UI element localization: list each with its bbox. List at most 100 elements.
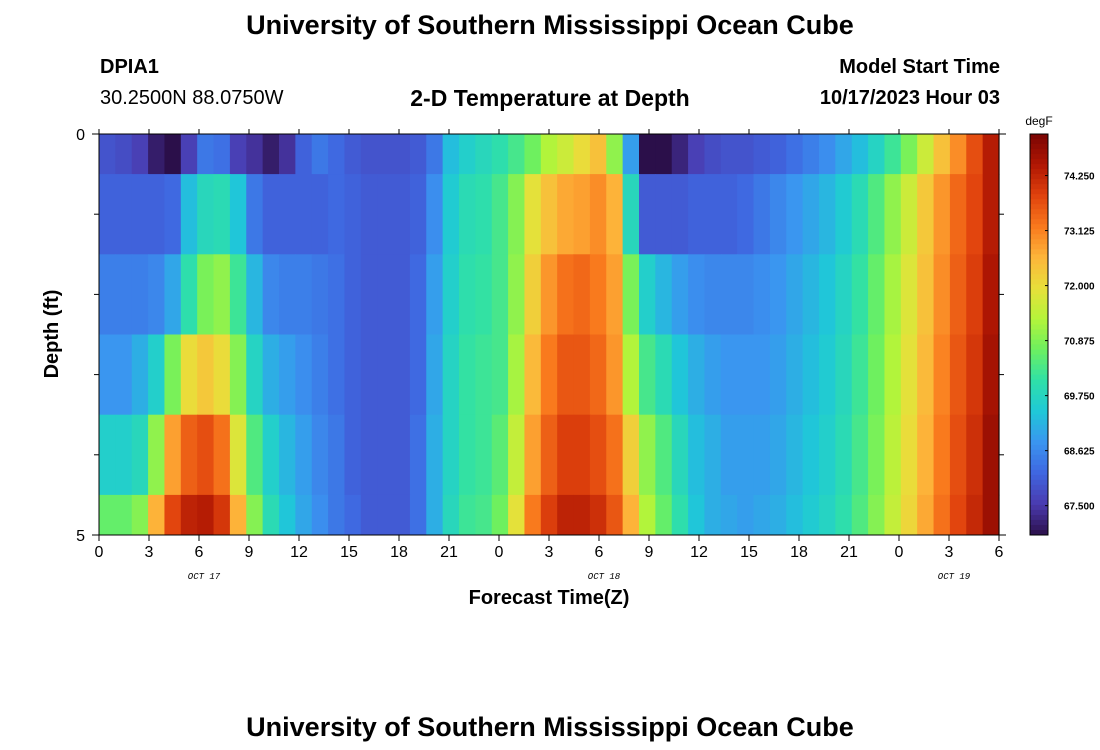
heatmap-cell — [262, 254, 280, 335]
heatmap-cell — [197, 494, 215, 536]
heatmap-cell — [295, 174, 313, 255]
colorbar-swatch — [1030, 209, 1048, 215]
colorbar-tick-label: 74.250 — [1064, 172, 1095, 183]
heatmap-cell — [475, 414, 493, 496]
y-tick-label: 0 — [76, 127, 85, 144]
colorbar-swatch — [1030, 224, 1048, 230]
colorbar-swatch — [1030, 294, 1048, 300]
heatmap-cell — [737, 494, 755, 536]
heatmap-cell — [884, 414, 902, 496]
heatmap-cell — [900, 174, 918, 255]
heatmap-cell — [279, 414, 296, 496]
colorbar-swatch — [1030, 404, 1048, 411]
heatmap-cell — [164, 334, 182, 416]
heatmap-cell — [949, 134, 967, 175]
colorbar-swatch — [1030, 214, 1048, 220]
model-start-value: 10/17/2023 Hour 03 — [819, 87, 1000, 109]
heatmap-cell — [819, 334, 836, 416]
colorbar-swatch — [1030, 474, 1048, 481]
heatmap-cell — [671, 254, 689, 335]
heatmap-cell — [377, 334, 395, 416]
colorbar-swatch — [1030, 149, 1048, 155]
heatmap-cell — [917, 254, 935, 335]
colorbar-swatch — [1030, 154, 1048, 160]
colorbar-swatch — [1030, 229, 1048, 235]
heatmap-cell — [786, 174, 804, 255]
heatmap-cell — [606, 334, 624, 416]
heatmap-cell — [377, 174, 395, 255]
heatmap-cell — [115, 174, 133, 255]
heatmap-cell — [769, 254, 787, 335]
heatmap-cell — [982, 414, 1000, 496]
colorbar-swatch — [1030, 179, 1048, 185]
heatmap-cell — [835, 134, 853, 175]
heatmap-cell — [524, 134, 542, 175]
heatmap-cell — [704, 174, 722, 255]
heatmap-cell — [982, 134, 1000, 175]
heatmap-cell — [589, 174, 607, 255]
heatmap-cell — [344, 134, 362, 175]
heatmap-cell — [655, 414, 673, 496]
heatmap-cell — [573, 494, 591, 536]
heatmap-cell — [148, 254, 166, 335]
heatmap-cell — [557, 134, 575, 175]
heatmap-cell — [524, 414, 542, 496]
colorbar-swatch — [1030, 484, 1048, 491]
heatmap-cell — [917, 414, 935, 496]
heatmap-cell — [491, 134, 509, 175]
heatmap-cell — [982, 494, 1000, 536]
x-tick-label: 18 — [790, 544, 808, 561]
colorbar-swatch — [1030, 314, 1048, 320]
heatmap-cell — [377, 494, 395, 536]
heatmap-cell — [213, 494, 231, 536]
heatmap-cell — [344, 414, 362, 496]
heatmap-cell — [426, 414, 444, 496]
heatmap-cell — [868, 254, 886, 335]
heatmap-cell — [688, 174, 706, 255]
heatmap-cell — [917, 174, 935, 255]
heatmap-cell — [671, 494, 689, 536]
heatmap-cell — [99, 494, 116, 536]
colorbar-swatch — [1030, 194, 1048, 200]
colorbar-swatch — [1030, 499, 1048, 506]
heatmap-cell — [115, 334, 133, 416]
heatmap-cell — [459, 494, 476, 536]
heatmap-cell — [508, 134, 526, 175]
heatmap-cell — [655, 334, 673, 416]
heatmap-cell — [639, 334, 656, 416]
heatmap-cell — [769, 134, 787, 175]
heatmap-cell — [786, 494, 804, 536]
x-tick-label: 21 — [840, 544, 858, 561]
colorbar-swatch — [1030, 444, 1048, 451]
heatmap-cell — [786, 334, 804, 416]
heatmap-cell — [819, 494, 836, 536]
heatmap-cell — [279, 254, 296, 335]
heatmap-cell — [884, 494, 902, 536]
x-tick-label: 9 — [245, 544, 254, 561]
heatmap-cell — [933, 254, 951, 335]
y-axis: 05 — [76, 127, 1006, 545]
colorbar-swatch — [1030, 464, 1048, 471]
heatmap-cell — [720, 254, 738, 335]
heatmap-cell — [639, 414, 656, 496]
heatmap-cell — [819, 174, 836, 255]
heatmap-cell — [753, 174, 771, 255]
heatmap-cell — [229, 494, 247, 536]
colorbar-swatch — [1030, 369, 1048, 376]
heatmap-cell — [540, 334, 558, 416]
y-axis-title: Depth (ft) — [41, 290, 63, 379]
heatmap-cell — [622, 414, 640, 496]
colorbar-swatch — [1030, 244, 1048, 250]
heatmap-cell — [279, 494, 296, 536]
heatmap-cell — [606, 494, 624, 536]
heatmap-cell — [622, 134, 640, 175]
heatmap-cell — [344, 334, 362, 416]
colorbar-swatch — [1030, 479, 1048, 486]
heatmap-cell — [279, 134, 296, 175]
heatmap-cell — [573, 334, 591, 416]
heatmap-cell — [639, 134, 656, 175]
heatmap-cell — [688, 334, 706, 416]
footer-title: University of Southern Mississippi Ocean… — [246, 712, 854, 742]
colorbar-swatch — [1030, 344, 1048, 351]
heatmap-cell — [246, 134, 264, 175]
